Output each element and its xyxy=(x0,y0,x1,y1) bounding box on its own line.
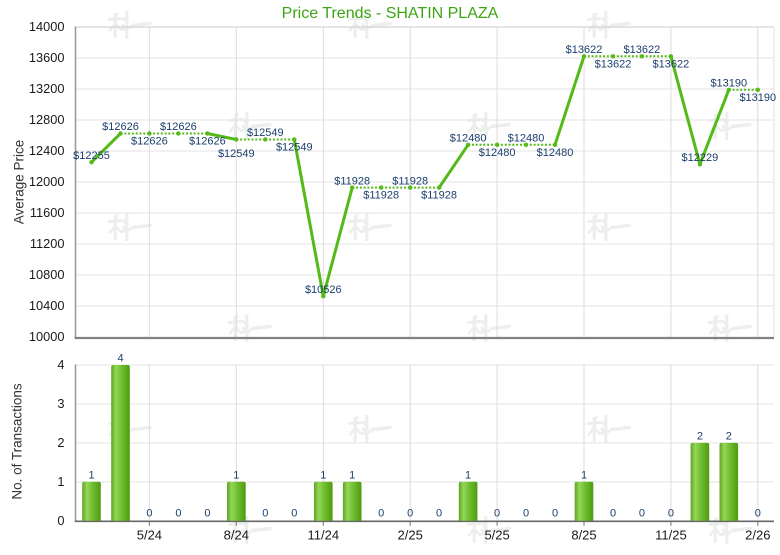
svg-text:$12480: $12480 xyxy=(450,133,487,145)
svg-text:12800: 12800 xyxy=(29,112,65,127)
svg-text:0: 0 xyxy=(668,508,674,520)
svg-text:2/26: 2/26 xyxy=(745,528,770,543)
svg-text:$12626: $12626 xyxy=(131,136,168,148)
svg-text:14000: 14000 xyxy=(29,19,65,34)
svg-text:2: 2 xyxy=(726,431,732,443)
svg-text:5/24: 5/24 xyxy=(137,528,162,543)
svg-text:Price Trends - SHATIN PLAZA: Price Trends - SHATIN PLAZA xyxy=(282,5,499,22)
svg-text:$13190: $13190 xyxy=(739,92,776,104)
svg-text:$11928: $11928 xyxy=(334,175,370,187)
svg-text:0: 0 xyxy=(436,508,442,520)
svg-text:$13622: $13622 xyxy=(653,58,690,70)
svg-text:2/25: 2/25 xyxy=(398,528,423,543)
svg-text:0: 0 xyxy=(57,513,64,528)
svg-text:11/24: 11/24 xyxy=(308,528,340,543)
svg-text:2: 2 xyxy=(697,431,703,443)
svg-text:13600: 13600 xyxy=(29,50,65,65)
svg-text:$12549: $12549 xyxy=(247,127,284,139)
svg-text:No. of Transactions: No. of Transactions xyxy=(10,383,25,500)
svg-text:1: 1 xyxy=(57,474,64,489)
svg-text:0: 0 xyxy=(552,508,558,520)
svg-text:$10526: $10526 xyxy=(305,284,342,296)
svg-text:$13190: $13190 xyxy=(710,78,747,90)
svg-text:$12626: $12626 xyxy=(160,121,197,133)
svg-text:0: 0 xyxy=(755,508,761,520)
svg-text:8/25: 8/25 xyxy=(571,528,596,543)
svg-text:11600: 11600 xyxy=(30,205,65,220)
svg-text:10400: 10400 xyxy=(29,298,65,313)
svg-text:2: 2 xyxy=(57,435,64,450)
svg-text:$13622: $13622 xyxy=(566,44,603,56)
svg-text:$11928: $11928 xyxy=(421,190,457,202)
svg-text:0: 0 xyxy=(291,508,297,520)
svg-text:8/24: 8/24 xyxy=(224,528,249,543)
svg-text:$11928: $11928 xyxy=(392,175,428,187)
svg-text:$12549: $12549 xyxy=(276,142,313,154)
svg-text:$12549: $12549 xyxy=(218,148,255,160)
svg-text:3: 3 xyxy=(57,396,64,411)
svg-text:1: 1 xyxy=(581,469,587,481)
svg-text:0: 0 xyxy=(407,508,413,520)
svg-text:$12626: $12626 xyxy=(102,121,139,133)
svg-text:4: 4 xyxy=(57,357,64,372)
svg-text:$12480: $12480 xyxy=(537,147,574,159)
svg-text:0: 0 xyxy=(146,508,152,520)
svg-text:0: 0 xyxy=(262,508,268,520)
svg-text:12400: 12400 xyxy=(29,143,65,158)
svg-text:$12255: $12255 xyxy=(73,150,110,162)
svg-text:4: 4 xyxy=(117,353,123,365)
svg-text:$13622: $13622 xyxy=(624,44,661,56)
svg-text:$13622: $13622 xyxy=(595,58,632,70)
svg-text:$12480: $12480 xyxy=(508,133,545,145)
svg-text:1: 1 xyxy=(465,469,471,481)
svg-text:$11928: $11928 xyxy=(363,190,399,202)
svg-text:$12480: $12480 xyxy=(479,147,516,159)
svg-text:Average Price: Average Price xyxy=(12,140,27,225)
svg-text:0: 0 xyxy=(523,508,529,520)
svg-text:0: 0 xyxy=(639,508,645,520)
svg-text:$12626: $12626 xyxy=(189,136,226,148)
svg-text:12000: 12000 xyxy=(29,174,65,189)
svg-text:10000: 10000 xyxy=(29,329,65,344)
svg-text:11200: 11200 xyxy=(30,236,65,251)
svg-text:1: 1 xyxy=(88,469,94,481)
svg-text:0: 0 xyxy=(378,508,384,520)
svg-text:13200: 13200 xyxy=(29,81,65,96)
svg-text:0: 0 xyxy=(494,508,500,520)
svg-text:10800: 10800 xyxy=(29,267,65,282)
svg-text:11/25: 11/25 xyxy=(655,528,687,543)
svg-text:5/25: 5/25 xyxy=(484,528,509,543)
svg-text:1: 1 xyxy=(233,469,239,481)
svg-text:0: 0 xyxy=(610,508,616,520)
svg-text:1: 1 xyxy=(320,469,326,481)
svg-text:0: 0 xyxy=(204,508,210,520)
svg-text:$12229: $12229 xyxy=(682,152,719,164)
svg-text:0: 0 xyxy=(175,508,181,520)
svg-text:1: 1 xyxy=(349,469,355,481)
